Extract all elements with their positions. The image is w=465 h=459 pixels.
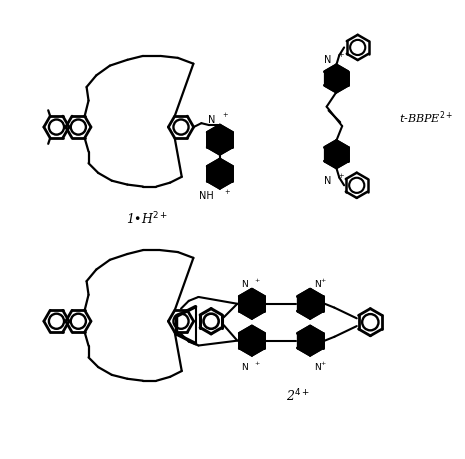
Text: 2$^{4+}$: 2$^{4+}$	[286, 386, 309, 403]
Polygon shape	[298, 326, 323, 355]
Text: N: N	[324, 175, 332, 185]
Text: N: N	[324, 55, 332, 65]
Polygon shape	[239, 290, 265, 319]
Polygon shape	[207, 126, 232, 155]
Polygon shape	[298, 290, 323, 319]
Polygon shape	[325, 66, 348, 93]
Polygon shape	[325, 141, 348, 168]
Text: $^+$: $^+$	[221, 112, 229, 122]
Text: $^+$: $^+$	[253, 277, 261, 285]
Text: $^+$: $^+$	[337, 52, 345, 62]
Text: N: N	[241, 280, 248, 289]
Text: N: N	[207, 115, 215, 125]
Text: 1•H$^{2+}$: 1•H$^{2+}$	[126, 210, 168, 227]
Text: N: N	[241, 362, 248, 371]
Text: $^+$: $^+$	[253, 359, 261, 368]
Text: $^+$: $^+$	[319, 277, 327, 285]
Text: $^+$: $^+$	[223, 189, 231, 199]
Polygon shape	[207, 160, 232, 189]
Text: $^+$: $^+$	[337, 172, 345, 182]
Text: N: N	[314, 280, 321, 289]
Text: NH: NH	[199, 191, 214, 201]
Text: $t$-BBPE$^{2+}$: $t$-BBPE$^{2+}$	[399, 109, 454, 125]
Text: $^+$: $^+$	[319, 359, 327, 368]
Polygon shape	[239, 326, 265, 355]
Text: N: N	[314, 362, 321, 371]
